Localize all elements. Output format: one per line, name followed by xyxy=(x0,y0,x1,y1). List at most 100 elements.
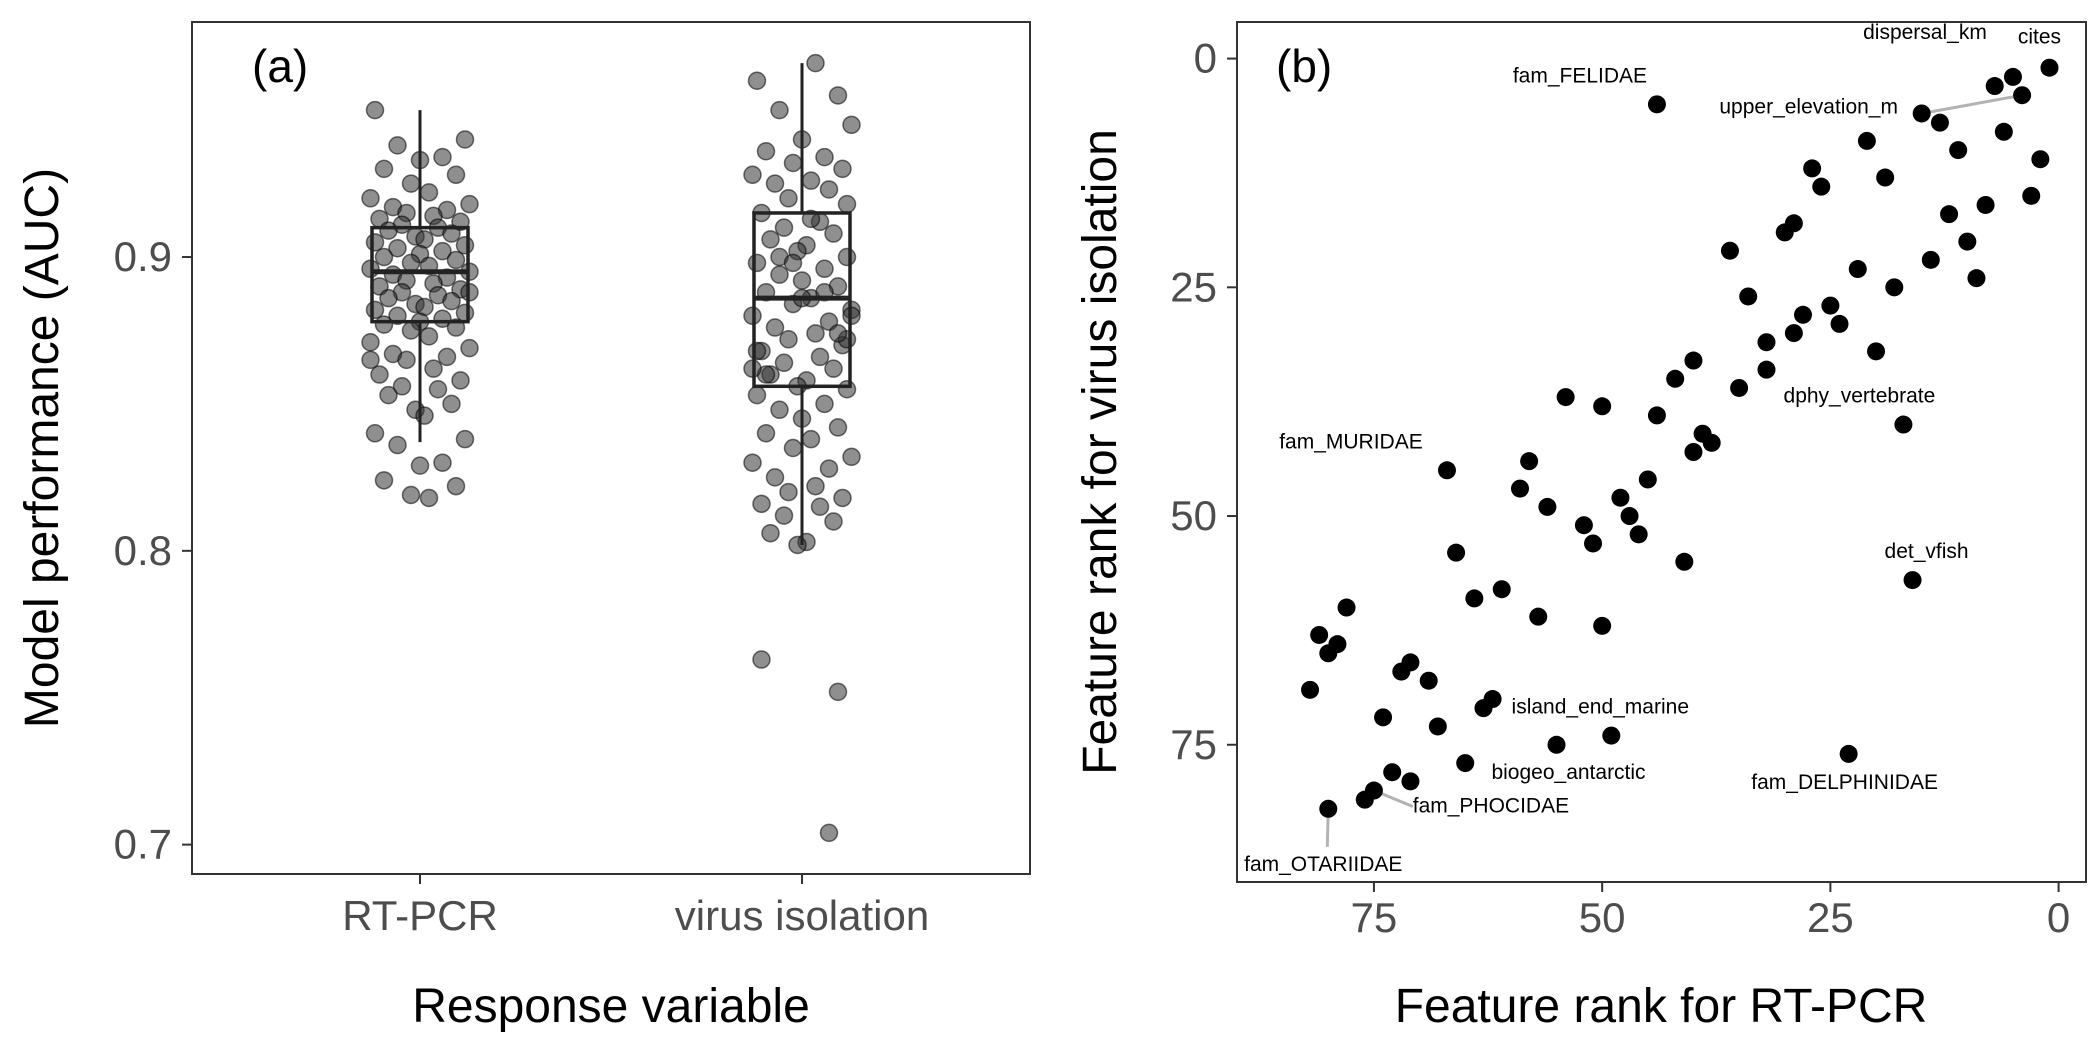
jitter-point xyxy=(828,324,848,343)
jitter-point xyxy=(837,247,857,267)
scatter-point xyxy=(1684,351,1703,370)
scatter-point xyxy=(1967,269,1986,288)
scatter-point xyxy=(1666,369,1685,388)
scatter-point xyxy=(1684,443,1703,461)
jitter-point xyxy=(437,347,457,367)
annotation-label: island_end_marine xyxy=(1512,696,1689,719)
annotation-label: dispersal_km xyxy=(1863,21,1987,44)
jitter-point xyxy=(433,453,452,472)
jitter-point xyxy=(806,324,825,343)
y-tick-label: 25 xyxy=(1170,263,1217,310)
jitter-point xyxy=(455,429,475,449)
scatter-point xyxy=(1821,296,1840,315)
scatter-point xyxy=(1757,360,1776,379)
jitter-point xyxy=(361,189,380,208)
jitter-point xyxy=(747,71,767,91)
panel-b-x-title: Feature rank for RT-PCR xyxy=(1395,980,1928,1033)
scatter-point xyxy=(1885,278,1904,297)
scatter-point xyxy=(1894,415,1913,434)
jitter-point xyxy=(419,183,439,202)
scatter-point xyxy=(1620,507,1639,526)
jitter-point xyxy=(806,476,825,496)
jitter-point xyxy=(824,224,843,243)
scatter-point xyxy=(1511,479,1529,498)
jitter-point xyxy=(410,456,430,475)
scatter-point xyxy=(1876,168,1895,187)
jitter-point xyxy=(752,650,771,669)
jitter-point xyxy=(774,218,794,237)
jitter-point xyxy=(747,253,767,273)
jitter-point xyxy=(842,447,861,467)
jitter-point xyxy=(365,233,385,252)
jitter-point xyxy=(428,379,448,399)
scatter-point xyxy=(1538,497,1557,516)
scatter-point xyxy=(1319,799,1338,818)
y-tick-label: 0.8 xyxy=(114,527,172,574)
scatter-point xyxy=(1976,195,1995,214)
jitter-point xyxy=(765,174,785,193)
jitter-point xyxy=(433,147,452,167)
annotation-label: fam_PHOCIDAE xyxy=(1413,795,1569,818)
annotation-label: fam_MURIDAE xyxy=(1279,430,1423,453)
jitter-point xyxy=(810,497,830,517)
jitter-point xyxy=(365,100,385,120)
panel-b: cites dispersal_km upper_elevation_m fam_FE… xyxy=(1074,21,2087,1033)
panel-a: 0.7 0.8 0.9 RT-PCR virus isolation (a) Respo… xyxy=(16,21,1031,1033)
jitter-point xyxy=(743,165,762,185)
jitter-point xyxy=(419,327,439,346)
jitter-point xyxy=(828,86,848,105)
scatter-point xyxy=(1593,616,1612,635)
jitter-point xyxy=(374,247,394,267)
jitter-point xyxy=(756,424,776,443)
scatter-point xyxy=(1985,77,2004,96)
jitter-point xyxy=(455,303,475,323)
scatter-point xyxy=(1392,662,1411,681)
x-tick-label: 75 xyxy=(1351,894,1398,941)
jitter-point xyxy=(361,350,380,370)
scatter-point xyxy=(1383,763,1402,782)
jitter-point xyxy=(455,236,475,255)
scatter-point xyxy=(1492,580,1511,599)
annotation-label: upper_elevation_m xyxy=(1719,95,1898,118)
jitter-point xyxy=(756,142,776,161)
y-tick-label: 0 xyxy=(1194,35,1217,82)
scatter-point xyxy=(1912,104,1931,123)
x-tick-label: 0 xyxy=(2047,894,2070,941)
jitter-point xyxy=(779,189,798,208)
scatter-point xyxy=(1830,314,1849,333)
scatter-point xyxy=(1547,735,1566,754)
annotation-label: cites xyxy=(2018,26,2061,49)
annotation-label: fam_DELPHINIDAE xyxy=(1751,771,1938,794)
jitter-point xyxy=(828,682,848,702)
jitter-point xyxy=(374,315,394,334)
jitter-point xyxy=(819,180,839,199)
scatter-point xyxy=(1702,433,1721,452)
scatter-point xyxy=(2003,67,2022,86)
panel-b-axes: 75 50 25 0 0 25 50 75 xyxy=(1170,35,2070,941)
scatter-point xyxy=(1374,708,1393,727)
scatter-point xyxy=(1529,607,1548,626)
scatter-point xyxy=(1675,552,1694,571)
jitter-point xyxy=(446,476,466,496)
scatter-point xyxy=(1437,461,1456,480)
jitter-point xyxy=(783,438,803,458)
jitter-point xyxy=(815,259,834,279)
x-tick-label: 25 xyxy=(1807,894,1854,941)
scatter-point xyxy=(1593,397,1612,416)
scatter-point xyxy=(1419,671,1438,690)
x-tick-label: 50 xyxy=(1579,894,1626,941)
jitter-point xyxy=(837,194,857,214)
scatter-point xyxy=(1602,726,1621,745)
jitter-point xyxy=(837,379,857,399)
annotation-label: det_vfish xyxy=(1885,540,1969,563)
jitter-point xyxy=(752,494,771,514)
jitter-point xyxy=(460,194,479,214)
jitter-point xyxy=(442,291,461,311)
jitter-point xyxy=(842,115,861,135)
scatter-point xyxy=(2031,150,2050,169)
jitter-point xyxy=(442,394,461,414)
jitter-point xyxy=(747,385,767,405)
scatter-point xyxy=(1775,223,1794,242)
jitter-point xyxy=(401,485,421,505)
scatter-point xyxy=(1812,177,1831,196)
